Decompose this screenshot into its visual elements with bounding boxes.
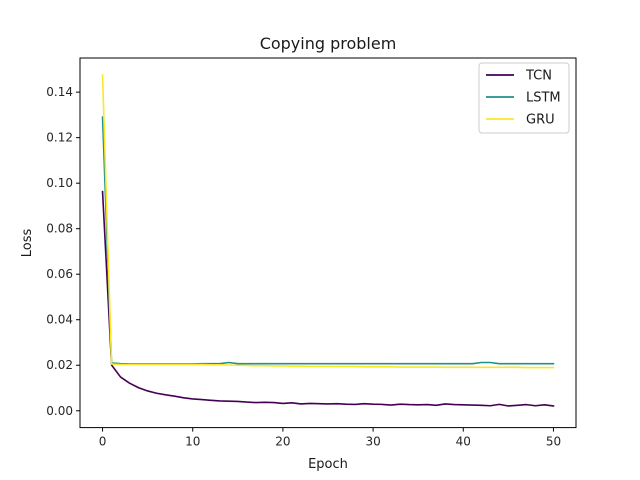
y-tick-label: 0.14 (46, 85, 73, 99)
x-tick-label: 20 (275, 435, 290, 449)
y-axis-ticks: 0.00 0.02 0.04 0.06 0.08 0.10 0.12 0.14 (46, 85, 80, 418)
y-tick-label: 0.06 (46, 267, 73, 281)
x-axis-label: Epoch (308, 457, 348, 472)
y-tick-label: 0.04 (46, 313, 73, 327)
plot-frame (79, 57, 577, 429)
x-tick-label: 40 (456, 435, 471, 449)
series-line-lstm (101, 116, 555, 365)
x-tick-label: 10 (185, 435, 200, 449)
legend-label-gru: GRU (526, 113, 555, 128)
y-axis-label: Loss (20, 229, 35, 258)
plot-area (79, 57, 577, 429)
chart-title: Copying problem (260, 34, 397, 53)
series-line-tcn (101, 190, 555, 407)
y-tick-label: 0.08 (46, 222, 73, 236)
legend: TCN LSTM GRU (478, 62, 570, 134)
x-tick-label: 30 (365, 435, 380, 449)
legend-label-lstm: LSTM (526, 91, 561, 106)
x-tick-label: 50 (546, 435, 561, 449)
legend-box (478, 62, 570, 134)
y-tick-label: 0.10 (46, 176, 73, 190)
legend-label-tcn: TCN (525, 69, 552, 84)
x-tick-label: 0 (99, 435, 107, 449)
y-tick-label: 0.12 (46, 131, 73, 145)
y-tick-label: 0.02 (46, 358, 73, 372)
y-tick-label: 0.00 (46, 404, 73, 418)
series-layer (101, 74, 555, 407)
x-axis-ticks: 0 10 20 30 40 50 (99, 427, 561, 449)
series-line-gru (101, 74, 555, 369)
